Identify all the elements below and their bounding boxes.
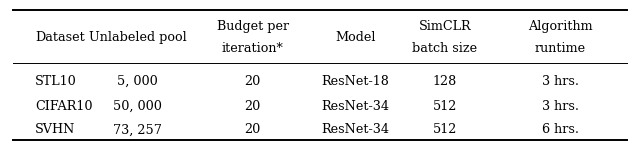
Text: 3 hrs.: 3 hrs. <box>541 100 579 113</box>
Text: Model: Model <box>335 31 376 44</box>
Text: 73, 257: 73, 257 <box>113 123 162 137</box>
Text: STL10: STL10 <box>35 75 77 88</box>
Text: 6 hrs.: 6 hrs. <box>541 123 579 137</box>
Text: iteration*: iteration* <box>222 42 284 55</box>
Text: 20: 20 <box>244 123 261 137</box>
Text: Unlabeled pool: Unlabeled pool <box>89 31 186 44</box>
Text: 20: 20 <box>244 100 261 113</box>
Text: 3 hrs.: 3 hrs. <box>541 75 579 88</box>
Text: Budget per: Budget per <box>217 20 289 33</box>
Text: runtime: runtime <box>534 42 586 55</box>
Text: 50, 000: 50, 000 <box>113 100 162 113</box>
Text: 512: 512 <box>433 100 457 113</box>
Text: 512: 512 <box>433 123 457 137</box>
Text: SimCLR: SimCLR <box>419 20 471 33</box>
Text: SVHN: SVHN <box>35 123 76 137</box>
Text: 128: 128 <box>433 75 457 88</box>
Text: CIFAR10: CIFAR10 <box>35 100 93 113</box>
Text: 20: 20 <box>244 75 261 88</box>
Text: Dataset: Dataset <box>35 31 85 44</box>
Text: 5, 000: 5, 000 <box>117 75 158 88</box>
Text: Algorithm: Algorithm <box>528 20 592 33</box>
Text: batch size: batch size <box>412 42 477 55</box>
Text: ResNet-34: ResNet-34 <box>321 100 389 113</box>
Text: ResNet-18: ResNet-18 <box>321 75 389 88</box>
Text: ResNet-34: ResNet-34 <box>321 123 389 137</box>
